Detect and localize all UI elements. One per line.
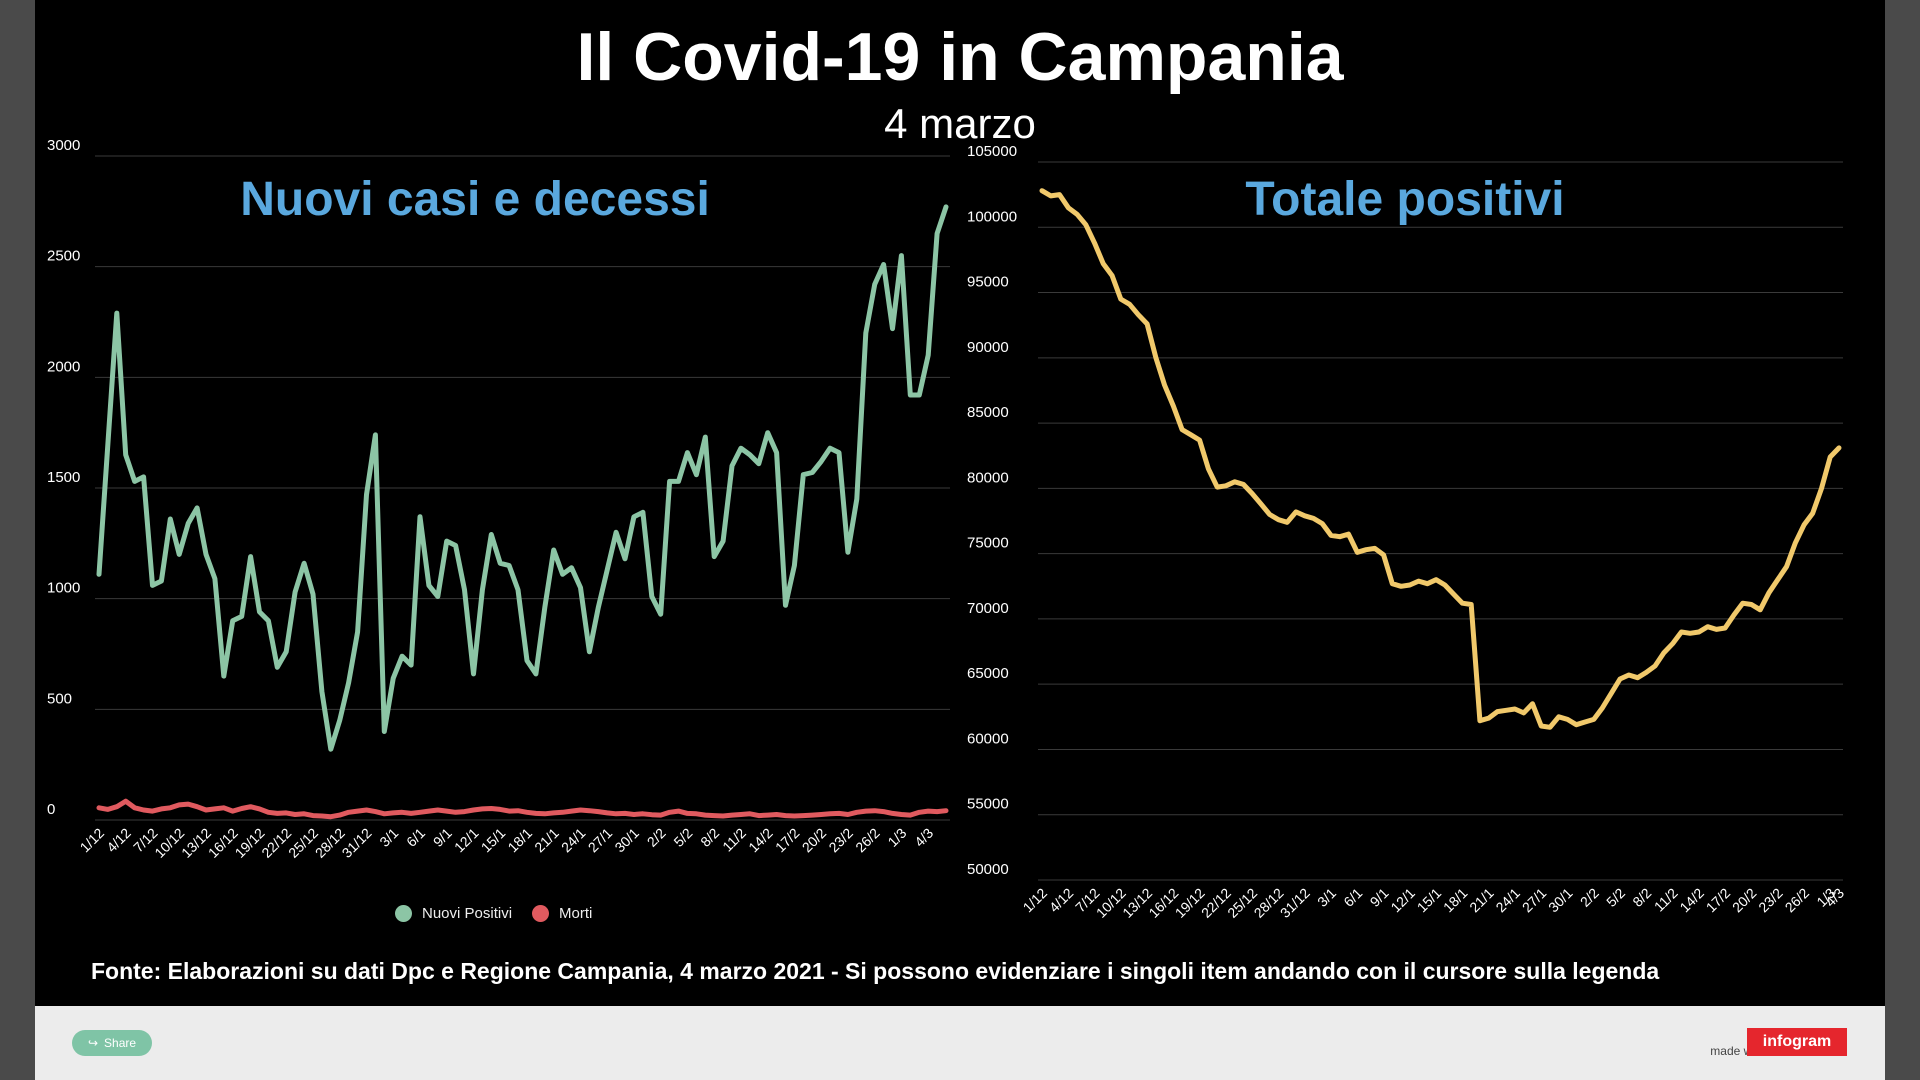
legend-item-morti[interactable]: Morti — [532, 905, 592, 922]
left-x-tick-label: 19/12 — [232, 825, 268, 861]
share-label: Share — [104, 1036, 137, 1050]
left-x-tick-label: 24/1 — [558, 825, 589, 856]
left-x-tick-label: 8/2 — [697, 825, 722, 850]
right-x-tick-label: 2/2 — [1577, 885, 1602, 910]
page-title: Il Covid-19 in Campania — [576, 19, 1344, 95]
left-x-tick-label: 1/12 — [77, 825, 108, 856]
left-x-tick-label: 6/1 — [403, 825, 428, 850]
infogram-logo[interactable]: infogram — [1747, 1028, 1847, 1056]
left-x-tick-label: 31/12 — [338, 825, 374, 861]
right-y-tick-label: 75000 — [967, 535, 1009, 552]
right-y-tick-label: 100000 — [967, 208, 1017, 225]
right-y-tick-label: 70000 — [967, 600, 1009, 617]
right-y-tick-label: 95000 — [967, 274, 1009, 291]
left-x-tick-label: 5/2 — [670, 825, 695, 850]
left-y-tick-label: 1000 — [47, 580, 80, 597]
left-x-tick-label: 21/1 — [531, 825, 562, 856]
page-subtitle: 4 marzo — [884, 100, 1036, 147]
right-chart-title: Totale positivi — [1245, 173, 1565, 226]
right-x-tick-label: 21/1 — [1466, 885, 1497, 916]
footer-bar: ↪ Share made with infogram — [35, 1006, 1885, 1080]
left-x-tick-label: 30/1 — [611, 825, 642, 856]
legend-label-morti: Morti — [559, 905, 593, 922]
right-x-tick-label: 17/2 — [1703, 885, 1734, 916]
right-x-tick-label: 4/12 — [1046, 885, 1077, 916]
left-x-tick-label: 15/1 — [478, 825, 509, 856]
left-x-tick-label: 17/2 — [772, 825, 803, 856]
left-x-tick-label: 4/12 — [103, 825, 134, 856]
legend: Nuovi Positivi Morti — [395, 905, 795, 922]
charts-canvas: 0500100015002000250030001/124/127/1210/1… — [47, 137, 1847, 921]
right-y-tick-label: 105000 — [967, 143, 1017, 160]
right-y-tick-label: 50000 — [967, 861, 1009, 878]
share-button[interactable]: ↪ Share — [72, 1030, 152, 1056]
right-x-tick-label: 1/12 — [1020, 885, 1051, 916]
right-x-tick-label: 31/12 — [1277, 885, 1313, 921]
right-x-tick-label: 6/1 — [1340, 885, 1365, 910]
left-x-tick-label: 28/12 — [312, 825, 348, 861]
left-series-line-1 — [96, 204, 949, 752]
right-series-line-1 — [1039, 188, 1842, 730]
left-x-tick-label: 1/3 — [884, 825, 909, 850]
right-x-tick-label: 24/1 — [1492, 885, 1523, 916]
right-x-tick-label: 26/2 — [1782, 885, 1813, 916]
left-x-tick-label: 25/12 — [285, 825, 321, 861]
infogram-brand-text: infogram — [1762, 1033, 1832, 1050]
infographic-frame: 0 500 1000 1500 2000 2500 3000 1/12 4/12 7/12 10/1… — [35, 0, 1885, 1080]
right-x-tick-label: 30/1 — [1545, 885, 1576, 916]
left-x-tick-label: 23/2 — [825, 825, 856, 856]
left-x-tick-label: 16/12 — [205, 825, 241, 861]
right-x-tick-label: 3/1 — [1314, 885, 1339, 910]
right-y-tick-label: 55000 — [967, 796, 1009, 813]
left-y-tick-label: 500 — [47, 690, 72, 707]
left-x-tick-label: 18/1 — [504, 825, 535, 856]
share-icon: ↪ — [87, 1036, 99, 1050]
legend-swatch-nuovi-positivi — [395, 905, 412, 922]
legend-item-nuovi-positivi[interactable]: Nuovi Positivi — [395, 905, 512, 922]
left-y-tick-label: 2500 — [47, 248, 80, 265]
right-x-tick-label: 27/1 — [1519, 885, 1550, 916]
left-series-line-2 — [96, 798, 949, 820]
right-x-tick-label: 8/2 — [1629, 885, 1654, 910]
right-x-tick-label: 20/2 — [1729, 885, 1760, 916]
right-x-tick-label: 5/2 — [1603, 885, 1628, 910]
left-chart-title: Nuovi casi e decessi — [240, 173, 710, 226]
right-y-tick-label: 65000 — [967, 665, 1009, 682]
right-y-tick-label: 90000 — [967, 339, 1009, 356]
left-x-tick-label: 3/1 — [376, 825, 401, 850]
left-x-tick-label: 4/3 — [911, 825, 936, 850]
left-y-tick-label: 1500 — [47, 469, 80, 486]
right-y-tick-label: 85000 — [967, 404, 1009, 421]
legend-swatch-morti — [532, 905, 550, 922]
right-x-tick-label: 14/2 — [1676, 885, 1707, 916]
left-x-tick-label: 9/1 — [430, 825, 455, 850]
right-x-tick-label: 12/1 — [1387, 885, 1418, 916]
left-x-tick-label: 26/2 — [852, 825, 883, 856]
right-x-tick-label: 23/2 — [1755, 885, 1786, 916]
left-y-tick-label: 0 — [47, 801, 55, 818]
left-x-tick-label: 11/2 — [719, 825, 749, 855]
left-x-tick-label: 22/12 — [258, 825, 294, 861]
right-x-tick-label: 18/1 — [1440, 885, 1471, 916]
left-x-tick-label: 10/12 — [151, 825, 187, 861]
left-y-tick-label: 3000 — [47, 137, 80, 154]
source-note: Fonte: Elaborazioni su dati Dpc e Region… — [91, 958, 1660, 984]
left-x-tick-label: 12/1 — [451, 825, 482, 856]
left-x-tick-label: 2/2 — [644, 825, 669, 850]
legend-label-nuovi-positivi: Nuovi Positivi — [422, 905, 513, 922]
left-y-tick-label: 2000 — [47, 358, 80, 375]
right-x-tick-label: 11/2 — [1651, 885, 1681, 915]
left-x-tick-label: 14/2 — [745, 825, 776, 856]
left-x-tick-label: 13/12 — [178, 825, 214, 861]
right-y-tick-label: 60000 — [967, 730, 1009, 747]
right-y-tick-label: 80000 — [967, 469, 1009, 486]
left-x-tick-label: 27/1 — [585, 825, 616, 856]
left-x-tick-label: 20/2 — [799, 825, 830, 856]
right-x-tick-label: 15/1 — [1414, 885, 1445, 916]
